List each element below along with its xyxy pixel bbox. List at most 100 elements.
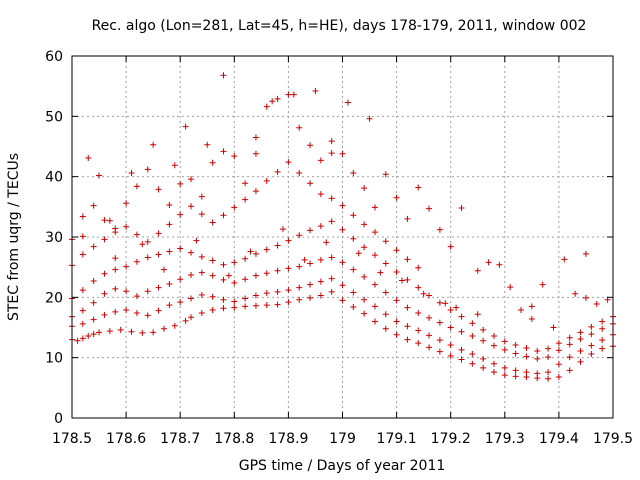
data-point: [393, 194, 400, 201]
data-point: [371, 252, 378, 259]
data-point: [144, 288, 151, 295]
data-point: [566, 354, 573, 361]
data-point: [566, 367, 573, 374]
data-point: [155, 284, 162, 291]
data-point: [242, 303, 249, 310]
data-point: [231, 298, 238, 305]
data-point: [350, 170, 357, 177]
data-point: [144, 238, 151, 245]
data-point: [382, 260, 389, 267]
data-point: [317, 223, 324, 230]
data-point: [350, 266, 357, 273]
data-point: [588, 323, 595, 330]
data-point: [307, 281, 314, 288]
data-point: [209, 257, 216, 264]
data-point: [474, 267, 481, 274]
x-tick-label: 179.3: [485, 431, 525, 447]
data-point: [577, 358, 584, 365]
data-point: [301, 256, 308, 263]
data-point: [458, 356, 465, 363]
data-point: [339, 259, 346, 266]
data-point: [393, 247, 400, 254]
data-point: [242, 196, 249, 203]
data-point: [144, 312, 151, 319]
data-point: [220, 305, 227, 312]
data-point: [415, 310, 422, 317]
data-point: [361, 310, 368, 317]
data-point: [242, 255, 249, 262]
data-point: [112, 266, 119, 273]
data-point: [166, 202, 173, 209]
data-point: [90, 299, 97, 306]
data-point: [566, 334, 573, 341]
data-point: [188, 249, 195, 256]
data-point: [458, 205, 465, 212]
data-point: [198, 193, 205, 200]
data-point: [490, 360, 497, 367]
data-point: [117, 326, 124, 333]
data-point: [247, 248, 254, 255]
data-point: [469, 360, 476, 367]
data-point: [393, 268, 400, 275]
data-point: [79, 233, 86, 240]
data-point: [480, 355, 487, 362]
y-tick-label: 10: [45, 351, 63, 367]
data-point: [220, 296, 227, 303]
data-point: [339, 282, 346, 289]
data-point: [242, 276, 249, 283]
data-point: [350, 289, 357, 296]
data-point: [599, 337, 606, 344]
data-point: [296, 170, 303, 177]
data-point: [501, 346, 508, 353]
data-point: [582, 294, 589, 301]
data-point: [112, 225, 119, 232]
data-point: [328, 275, 335, 282]
data-point: [296, 296, 303, 303]
data-point: [415, 184, 422, 191]
data-point: [123, 223, 130, 230]
data-point: [155, 230, 162, 237]
data-point: [133, 183, 140, 190]
data-point: [296, 232, 303, 239]
x-tick-label: 178.7: [160, 431, 200, 447]
data-point: [415, 340, 422, 347]
data-point: [436, 319, 443, 326]
data-point: [263, 103, 270, 110]
data-point: [399, 277, 406, 284]
data-point: [328, 218, 335, 225]
data-point: [426, 292, 433, 299]
data-point: [139, 241, 146, 248]
data-point: [447, 341, 454, 348]
data-point: [133, 231, 140, 238]
data-points: [69, 72, 616, 382]
data-point: [279, 226, 286, 233]
data-point: [182, 123, 189, 130]
data-point: [512, 341, 519, 348]
data-point: [274, 301, 281, 308]
x-tick-label: 179.4: [539, 431, 579, 447]
data-point: [582, 250, 589, 257]
data-point: [85, 332, 92, 339]
data-point: [447, 352, 454, 359]
data-point: [588, 342, 595, 349]
x-tick-label: 178.5: [52, 431, 92, 447]
data-point: [545, 345, 552, 352]
data-point: [307, 227, 314, 234]
data-point: [296, 284, 303, 291]
data-point: [361, 296, 368, 303]
data-point: [404, 256, 411, 263]
data-point: [123, 263, 130, 270]
data-point: [599, 325, 606, 332]
data-point: [534, 355, 541, 362]
data-point: [458, 346, 465, 353]
data-point: [307, 180, 314, 187]
data-point: [106, 217, 113, 224]
data-point: [269, 98, 276, 105]
data-point: [317, 292, 324, 299]
data-point: [274, 267, 281, 274]
data-point: [447, 243, 454, 250]
data-point: [382, 311, 389, 318]
data-point: [144, 254, 151, 261]
data-point: [231, 279, 238, 286]
data-point: [112, 308, 119, 315]
